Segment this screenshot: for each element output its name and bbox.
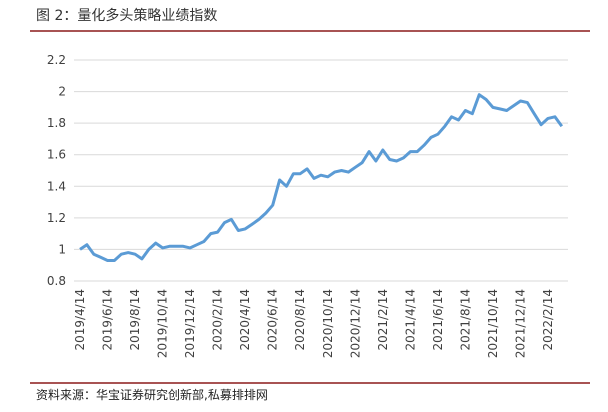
x-tick-label: 2021/12/14 — [513, 289, 527, 358]
x-tick-label: 2020/6/14 — [266, 289, 280, 351]
x-tick-label: 2019/8/14 — [128, 289, 142, 351]
x-tick-label: 2021/10/14 — [486, 289, 500, 358]
x-tick-label: 2019/6/14 — [101, 289, 115, 351]
x-tick-label: 2020/12/14 — [348, 289, 362, 358]
y-tick-label: 1.8 — [47, 116, 66, 130]
x-tick-label: 2019/4/14 — [73, 289, 87, 351]
x-tick-label: 2022/2/14 — [541, 289, 555, 351]
y-tick-label: 0.8 — [47, 274, 66, 288]
x-tick-label: 2019/10/14 — [156, 289, 170, 358]
x-tick-label: 2019/12/14 — [183, 289, 197, 358]
chart-title: 图 2：量化多头策略业绩指数 — [36, 7, 217, 24]
x-tick-label: 2021/6/14 — [431, 289, 445, 351]
x-tick-label: 2020/8/14 — [293, 289, 307, 351]
y-tick-label: 1.6 — [47, 148, 66, 162]
y-tick-label: 2 — [58, 85, 66, 99]
x-tick-label: 2020/2/14 — [211, 289, 225, 351]
x-tick-label: 2021/8/14 — [458, 289, 472, 351]
y-tick-label: 1 — [58, 242, 66, 256]
source-note: 资料来源：华宝证券研究创新部,私募排排网 — [36, 387, 268, 402]
y-tick-label: 2.2 — [47, 53, 66, 67]
y-tick-label: 1.2 — [47, 211, 66, 225]
x-tick-label: 2020/10/14 — [321, 289, 335, 358]
series-line — [79, 93, 564, 262]
x-tick-label: 2021/4/14 — [403, 289, 417, 351]
x-tick-label: 2020/4/14 — [238, 289, 252, 351]
y-tick-label: 1.4 — [47, 179, 66, 193]
x-tick-label: 2021/2/14 — [376, 289, 390, 351]
